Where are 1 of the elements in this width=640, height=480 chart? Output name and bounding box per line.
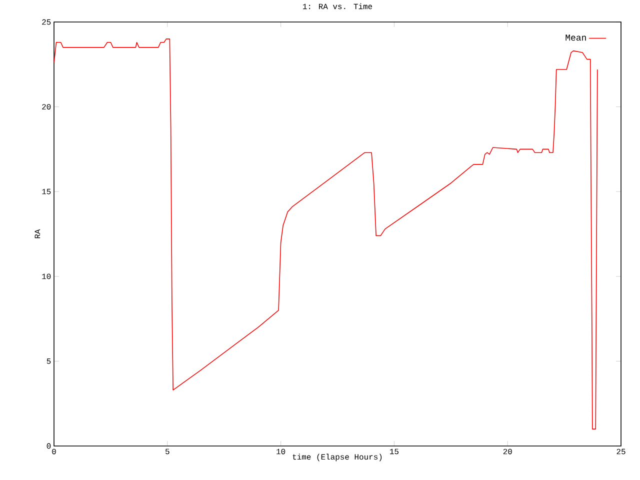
legend-label: Mean xyxy=(566,34,586,41)
